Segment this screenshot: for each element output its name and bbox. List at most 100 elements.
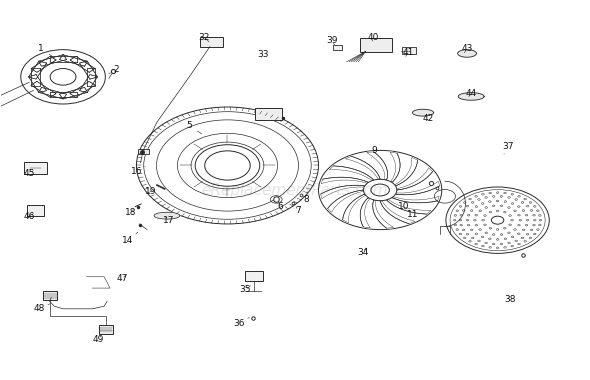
Circle shape [514, 210, 516, 212]
Circle shape [496, 210, 499, 212]
Bar [255, 108, 281, 120]
Circle shape [517, 224, 520, 226]
Circle shape [478, 240, 480, 242]
Circle shape [463, 237, 466, 239]
Bar [333, 45, 342, 51]
Circle shape [481, 245, 484, 247]
Polygon shape [70, 81, 95, 97]
Circle shape [539, 219, 542, 221]
Circle shape [514, 229, 516, 230]
Bar [99, 325, 113, 334]
Circle shape [512, 236, 514, 238]
Circle shape [511, 219, 513, 221]
Bar [245, 271, 263, 281]
Circle shape [525, 214, 528, 216]
Circle shape [456, 210, 458, 212]
Polygon shape [366, 152, 388, 180]
Circle shape [507, 232, 510, 234]
Text: 40: 40 [368, 33, 379, 42]
Circle shape [518, 195, 520, 197]
Circle shape [521, 237, 524, 239]
Text: 18: 18 [125, 208, 136, 217]
Circle shape [515, 199, 517, 200]
Polygon shape [70, 56, 95, 72]
Text: 45: 45 [24, 168, 35, 177]
Circle shape [463, 210, 465, 211]
Text: 34: 34 [357, 248, 368, 257]
Polygon shape [28, 61, 47, 79]
Circle shape [522, 210, 525, 211]
Circle shape [533, 214, 535, 216]
Circle shape [484, 215, 486, 216]
Polygon shape [50, 57, 77, 62]
Circle shape [500, 243, 503, 245]
Polygon shape [390, 152, 400, 182]
Polygon shape [31, 68, 40, 86]
Bar [27, 206, 44, 216]
Circle shape [526, 205, 529, 207]
Circle shape [481, 193, 484, 195]
Circle shape [489, 247, 491, 248]
Circle shape [512, 203, 514, 204]
Text: 17: 17 [163, 216, 175, 225]
Circle shape [481, 203, 484, 204]
Circle shape [475, 243, 477, 245]
Text: 10: 10 [398, 203, 409, 212]
Circle shape [475, 233, 478, 234]
Circle shape [471, 201, 474, 203]
Circle shape [517, 233, 520, 234]
Text: 8: 8 [304, 195, 310, 204]
Text: 41: 41 [402, 48, 414, 57]
Circle shape [489, 211, 491, 213]
Polygon shape [60, 87, 88, 99]
Circle shape [496, 247, 499, 249]
Bar [24, 163, 47, 174]
Circle shape [454, 215, 457, 216]
Circle shape [529, 202, 532, 203]
Circle shape [515, 240, 517, 242]
Circle shape [475, 214, 477, 216]
Circle shape [466, 219, 469, 221]
Text: 38: 38 [505, 295, 516, 304]
Circle shape [500, 196, 503, 197]
Polygon shape [87, 68, 95, 86]
Circle shape [492, 205, 495, 207]
Circle shape [492, 234, 495, 235]
Circle shape [526, 219, 529, 221]
Circle shape [496, 200, 499, 202]
Text: 46: 46 [24, 212, 35, 221]
Circle shape [459, 219, 462, 221]
Circle shape [489, 201, 491, 203]
Circle shape [533, 224, 535, 226]
Text: 37: 37 [502, 142, 513, 154]
Circle shape [503, 211, 506, 213]
Circle shape [504, 201, 507, 203]
Circle shape [518, 243, 520, 245]
Polygon shape [31, 56, 56, 72]
Circle shape [509, 215, 512, 216]
Text: eReplacementParts.com: eReplacementParts.com [202, 182, 388, 198]
Polygon shape [373, 200, 394, 228]
Circle shape [521, 201, 524, 203]
Polygon shape [327, 190, 363, 212]
Circle shape [522, 229, 525, 231]
Circle shape [536, 229, 539, 230]
Bar [43, 291, 57, 300]
Circle shape [485, 242, 487, 244]
Circle shape [454, 224, 457, 226]
Text: 39: 39 [326, 36, 337, 46]
Polygon shape [50, 92, 77, 97]
Text: 7: 7 [295, 206, 301, 215]
Circle shape [475, 195, 477, 197]
Polygon shape [60, 55, 88, 66]
Circle shape [463, 202, 466, 203]
Polygon shape [321, 185, 364, 199]
Polygon shape [458, 93, 484, 100]
Circle shape [471, 237, 474, 239]
Circle shape [463, 229, 465, 231]
Circle shape [456, 229, 458, 230]
Circle shape [533, 233, 536, 235]
Circle shape [489, 227, 491, 229]
Circle shape [529, 237, 532, 239]
Circle shape [519, 219, 522, 221]
